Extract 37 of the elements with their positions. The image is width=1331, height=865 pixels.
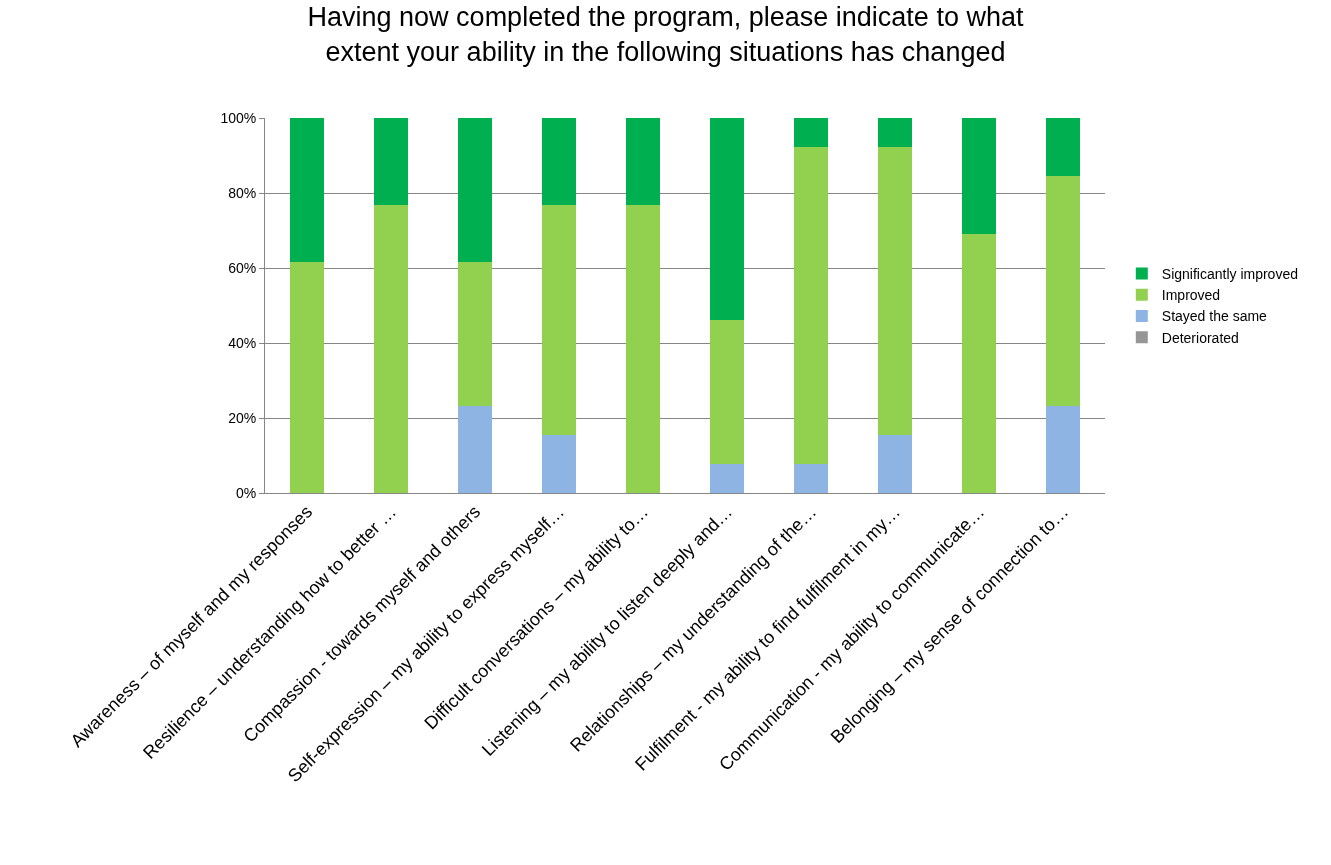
bar	[542, 204, 576, 436]
bar	[290, 262, 324, 493]
legend-label: Stayed the same	[1161, 308, 1268, 325]
bar	[458, 262, 492, 407]
bar	[1046, 118, 1080, 176]
chart-title: Having now completed the program, please indicate to what extent your ability in the following situations has changed	[307, 1, 1024, 68]
legend-label: Improved	[1161, 287, 1221, 304]
bar	[458, 118, 492, 262]
y-tick-label: 0%	[235, 484, 257, 501]
bar	[542, 435, 576, 493]
bar	[794, 464, 828, 493]
bar	[794, 146, 828, 465]
bar	[962, 118, 996, 234]
bar	[710, 319, 744, 465]
bar	[710, 464, 744, 493]
bar	[1046, 175, 1080, 407]
bar	[626, 118, 660, 205]
bar	[458, 406, 492, 493]
bar	[542, 118, 576, 205]
bar	[1046, 406, 1080, 493]
y-tick-label: 80%	[228, 184, 257, 201]
bar	[626, 204, 660, 493]
bar	[794, 118, 828, 147]
bar	[878, 435, 912, 493]
bar	[374, 204, 408, 493]
bar	[962, 233, 996, 493]
legend-label: Deteriorated	[1161, 329, 1239, 346]
y-tick-label: 100%	[220, 109, 257, 126]
bar	[710, 118, 744, 320]
legend-label: Significantly improved	[1161, 266, 1298, 283]
y-tick-label: 20%	[228, 409, 257, 426]
y-tick-label: 40%	[228, 334, 257, 351]
bar	[290, 118, 324, 263]
bar	[374, 118, 408, 205]
y-tick-label: 60%	[228, 259, 257, 276]
bar	[878, 118, 912, 147]
bar	[878, 146, 912, 436]
